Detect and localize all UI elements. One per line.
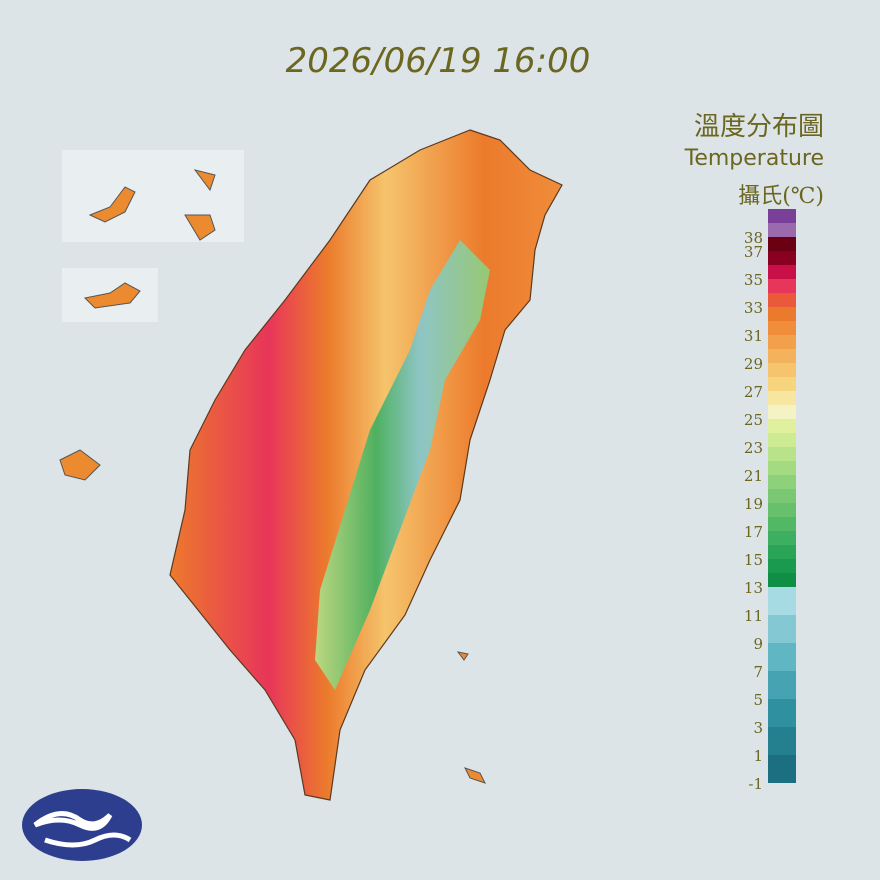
legend-band: [768, 363, 796, 377]
legend-band: [768, 349, 796, 363]
legend-tick-label: 37: [744, 243, 763, 261]
legend-band: [768, 769, 796, 783]
legend-tick-label: 27: [744, 383, 763, 401]
legend-tick-label: 33: [744, 299, 763, 317]
legend-tick-label: 15: [744, 551, 763, 569]
legend-band: [768, 223, 796, 237]
legend-band: [768, 209, 796, 223]
legend-tick-label: 29: [744, 355, 763, 373]
legend-band: [768, 237, 796, 251]
central-mountains: [315, 240, 490, 690]
legend-band: [768, 419, 796, 433]
outlying-islands: [59, 169, 216, 481]
legend-band: [768, 517, 796, 531]
legend-tick-label: 19: [744, 495, 763, 513]
legend-band: [768, 391, 796, 405]
islets: [456, 651, 486, 784]
legend-tick-label: 31: [744, 327, 763, 345]
legend-tick-label: 25: [744, 411, 763, 429]
legend-band: [768, 503, 796, 517]
legend-tick-label: 38: [744, 229, 763, 247]
legend-tick-label: 1: [753, 747, 763, 765]
legend-tick-label: 5: [753, 691, 763, 709]
legend-tick-label: 3: [753, 719, 763, 737]
legend-tick-label: 23: [744, 439, 763, 457]
legend-band: [768, 671, 796, 685]
legend-band: [768, 279, 796, 293]
legend-tick-label: -1: [748, 775, 763, 793]
legend-tick-label: 13: [744, 579, 763, 597]
legend-tick-label: 21: [744, 467, 763, 485]
legend-band: [768, 727, 796, 741]
legend-band: [768, 615, 796, 629]
legend-tick-label: 17: [744, 523, 763, 541]
legend-band: [768, 573, 796, 587]
legend-band: [768, 307, 796, 321]
legend-subtitle: Temperature: [684, 146, 824, 171]
legend-band: [768, 629, 796, 643]
legend-band: [768, 405, 796, 419]
legend-band: [768, 321, 796, 335]
legend-band: [768, 587, 796, 601]
cwa-logo-mark: [33, 811, 132, 848]
inset: [62, 150, 244, 242]
legend-band: [768, 475, 796, 489]
legend-band: [768, 447, 796, 461]
legend-band: [768, 545, 796, 559]
legend-band: [768, 335, 796, 349]
legend-band: [768, 461, 796, 475]
legend-band: [768, 489, 796, 503]
legend-band: [768, 755, 796, 769]
legend-band: [768, 559, 796, 573]
legend-band: [768, 657, 796, 671]
legend-tick-label: 11: [744, 607, 763, 625]
legend-tick-label: 7: [753, 663, 763, 681]
legend-band: [768, 699, 796, 713]
legend-band: [768, 601, 796, 615]
timestamp: 2026/06/19 16:00: [286, 41, 591, 81]
legend-band: [768, 643, 796, 657]
legend-band: [768, 685, 796, 699]
legend-tick-label: 9: [753, 635, 763, 653]
legend-band: [768, 293, 796, 307]
legend-unit: 攝氏(℃): [738, 184, 824, 209]
legend-band: [768, 531, 796, 545]
legend-band: [768, 251, 796, 265]
legend-band: [768, 433, 796, 447]
legend-band: [768, 377, 796, 391]
legend-title: 溫度分布圖: [694, 112, 824, 142]
legend-band: [768, 741, 796, 755]
legend-tick-label: 35: [744, 271, 763, 289]
legend-band: [768, 265, 796, 279]
legend-band: [768, 713, 796, 727]
